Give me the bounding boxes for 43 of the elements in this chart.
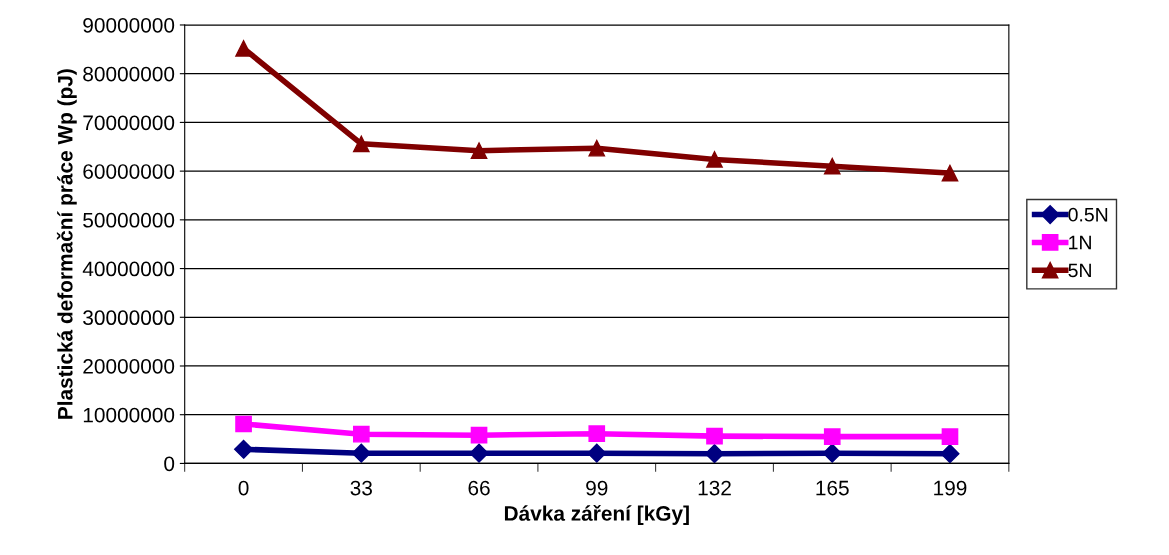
point	[704, 444, 725, 464]
legend-label: 0.5N	[1068, 207, 1108, 222]
x-tick-label: 99	[586, 480, 608, 496]
y-tick-label: 60000000	[83, 164, 175, 179]
point	[823, 157, 841, 175]
point	[706, 151, 723, 168]
point	[706, 427, 723, 445]
x-tick-label: 66	[468, 480, 490, 496]
y-tick-label: 80000000	[83, 66, 175, 82]
y-tick-label: 90000000	[83, 17, 175, 33]
y-tick-label: 0	[164, 456, 175, 472]
point	[470, 426, 488, 444]
y-tick-label: 50000000	[83, 212, 175, 228]
point	[470, 142, 488, 159]
point	[351, 443, 371, 463]
point	[352, 425, 370, 443]
point	[940, 444, 960, 464]
y-axis-title: Plastická deformační práce Wp (pJ)	[56, 69, 77, 419]
legend-label: 5N	[1068, 263, 1091, 278]
point	[352, 135, 370, 153]
point	[823, 428, 841, 445]
point	[941, 164, 959, 182]
x-tick-label: 0	[238, 480, 249, 496]
x-tick-label: 199	[934, 480, 967, 496]
legend-label: 1N	[1069, 235, 1091, 250]
point	[587, 443, 607, 463]
point	[235, 415, 252, 433]
x-tick-label: 33	[350, 480, 372, 496]
point	[588, 139, 606, 157]
point	[822, 443, 842, 463]
point	[234, 439, 254, 459]
x-tick-label: 165	[816, 480, 849, 496]
y-tick-label: 70000000	[83, 115, 175, 131]
y-tick-label: 40000000	[82, 261, 175, 277]
x-tick-label: 132	[698, 480, 731, 496]
point	[235, 40, 252, 57]
point	[469, 443, 489, 463]
x-axis-title: Dávka záření [kGy]	[504, 505, 689, 525]
point	[941, 428, 959, 445]
point	[588, 425, 606, 443]
y-tick-label: 20000000	[83, 358, 175, 374]
y-tick-label: 30000000	[83, 310, 175, 326]
y-tick-label: 10000000	[83, 407, 175, 423]
